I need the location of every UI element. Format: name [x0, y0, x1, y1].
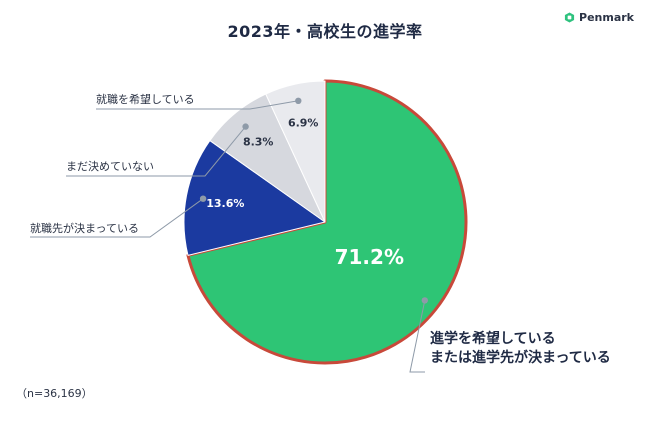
slice-category-label-1-line-1: 進学を希望している	[430, 330, 556, 347]
leader-dot-3	[242, 123, 249, 130]
slice-category-label-4-line-1: 就職を希望している	[96, 92, 195, 106]
pie-slice-4	[265, 80, 326, 223]
leader-line-1	[409, 300, 426, 373]
slice-value-label-2: 13.6%	[206, 197, 244, 210]
slice-value-label-4: 6.9%	[288, 117, 319, 130]
chart-title: 2023年・高校生の進学率	[227, 22, 423, 41]
slice-category-label-3-line-1: まだ決めていない	[66, 160, 154, 173]
leader-dot-2	[199, 195, 207, 202]
sample-size-note: （n=36,169）	[16, 387, 93, 400]
pie-slice-1	[186, 79, 468, 365]
leader-line-2	[30, 198, 204, 238]
slice-category-label-2-line-1: 就職先が決まっている	[30, 221, 139, 235]
penmark-logo-icon	[564, 12, 575, 23]
slice-value-label-3: 8.3%	[243, 136, 274, 149]
leader-line-4	[96, 100, 299, 110]
leader-line-3	[66, 126, 246, 177]
leader-dot-4	[295, 97, 302, 105]
pie-slice-2	[183, 140, 326, 256]
brand-logo: Penmark	[564, 11, 634, 24]
brand-name: Penmark	[579, 11, 634, 24]
leader-dot-1	[421, 297, 428, 304]
slice-value-label-1: 71.2%	[335, 245, 404, 269]
slice-category-label-1-line-2: または進学先が決まっている	[430, 349, 611, 366]
